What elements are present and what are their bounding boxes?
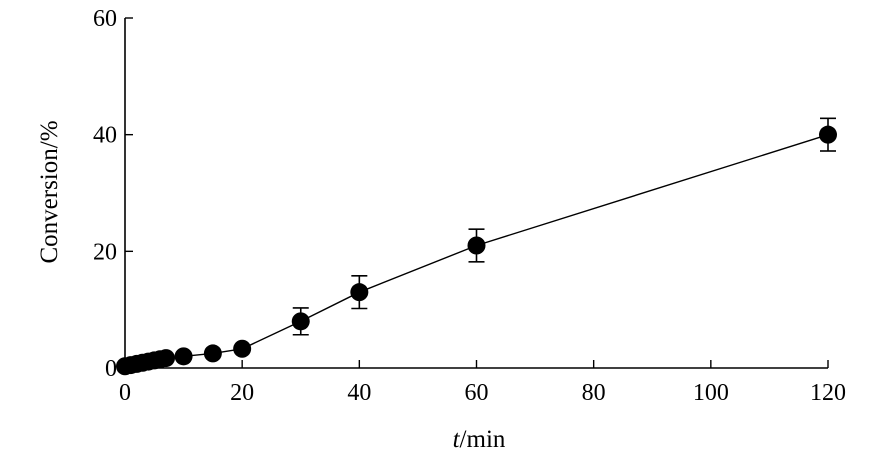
data-point [233, 339, 252, 358]
y-tick-label: 0 [105, 356, 117, 382]
x-tick-label: 80 [582, 380, 606, 406]
y-tick-label: 40 [93, 123, 117, 149]
x-axis-title-unit: /min [460, 426, 506, 453]
x-tick-label: 40 [347, 380, 371, 406]
y-tick-label: 20 [93, 239, 117, 265]
data-point [819, 125, 837, 144]
data-point [350, 283, 369, 302]
y-tick-label: 60 [93, 6, 117, 32]
y-axis-title: Conversion/% [36, 120, 63, 263]
series-group [116, 117, 837, 376]
data-point [174, 347, 193, 366]
x-tick-label: 60 [465, 380, 489, 406]
axes [124, 18, 828, 369]
x-tick-label: 20 [230, 380, 254, 406]
x-tick-label: 0 [119, 380, 131, 406]
y-ticks: 0 20 40 60 [93, 6, 133, 382]
x-axis-title: t/min [453, 426, 506, 453]
x-axis-title-variable: t [453, 426, 461, 453]
data-point [157, 349, 176, 368]
x-ticks: 0 20 40 60 80 100 120 [119, 360, 846, 406]
data-point [291, 312, 310, 331]
data-point [467, 236, 486, 255]
x-tick-label: 120 [810, 380, 846, 406]
data-point [203, 344, 222, 363]
x-tick-label: 100 [693, 380, 729, 406]
